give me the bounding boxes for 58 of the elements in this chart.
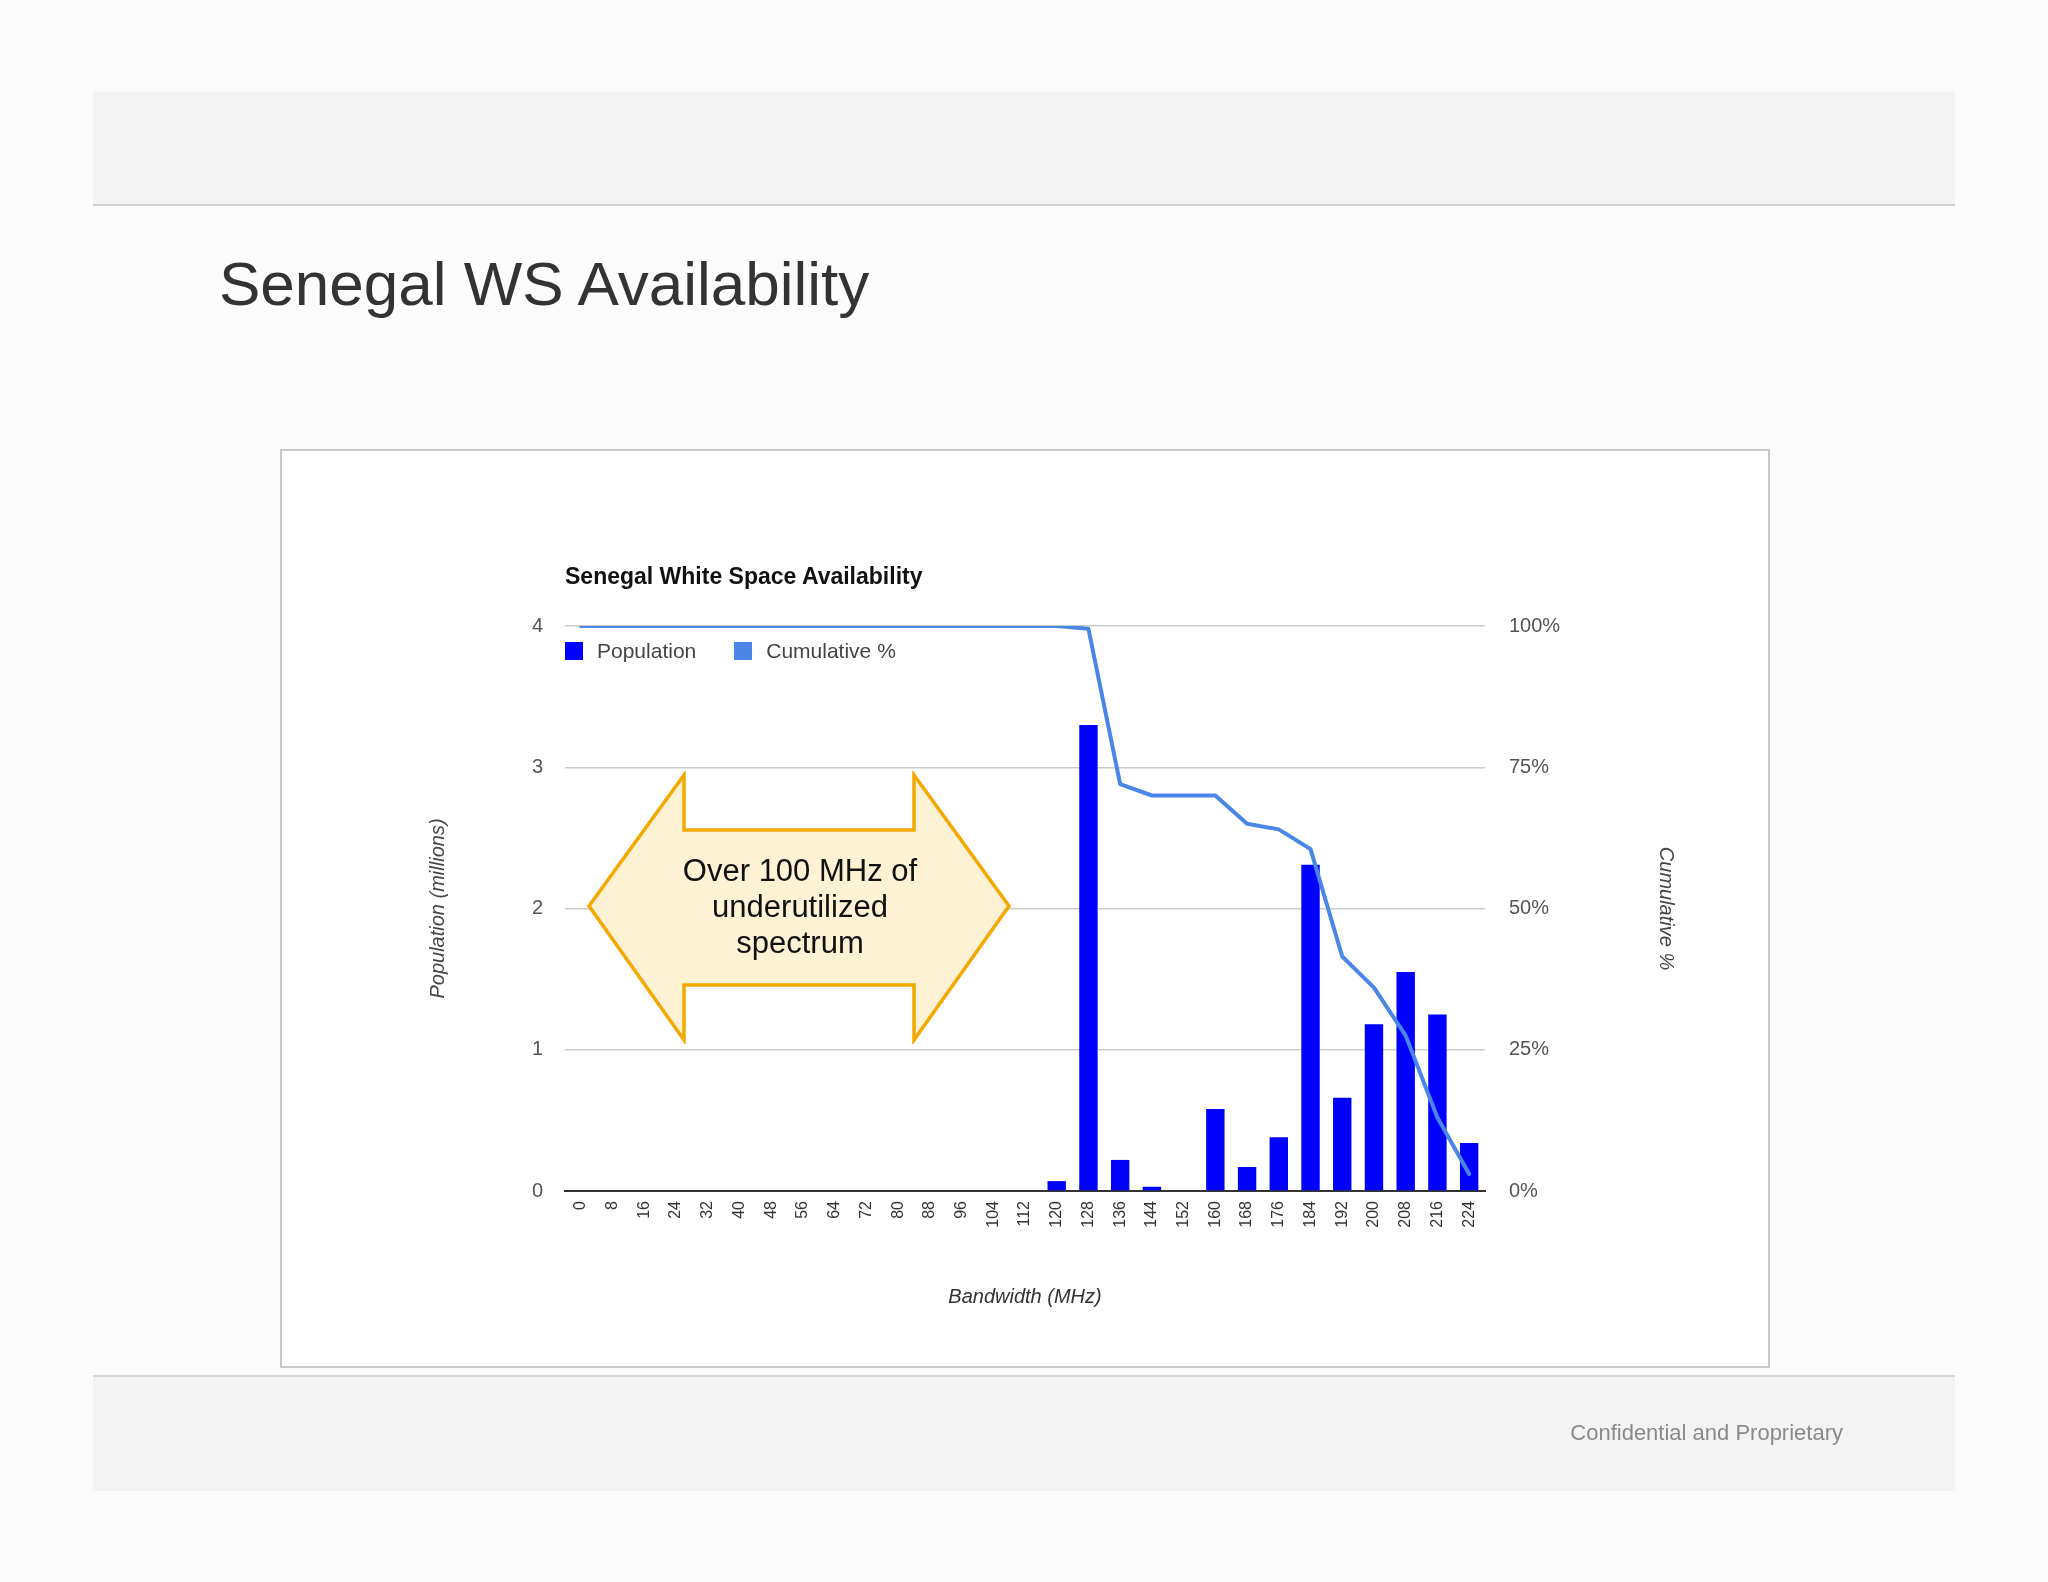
- x-tick-label: 32: [698, 1200, 716, 1219]
- y-tick-label: 1: [531, 1037, 543, 1060]
- x-tick-label: 160: [1205, 1200, 1223, 1228]
- x-tick-label: 200: [1364, 1200, 1382, 1228]
- x-tick-label: 96: [951, 1200, 969, 1219]
- bar: [1333, 1097, 1352, 1191]
- x-tick-label: 168: [1237, 1200, 1255, 1228]
- bar: [1301, 864, 1320, 1191]
- x-tick-label: 144: [1142, 1200, 1160, 1228]
- y2-tick-label: 50%: [1509, 896, 1550, 919]
- x-tick-label: 136: [1110, 1200, 1128, 1228]
- bar: [1079, 724, 1098, 1191]
- x-tick-label: 72: [856, 1200, 874, 1219]
- legend-label: Population: [597, 638, 697, 664]
- x-tick-label: 88: [920, 1200, 938, 1219]
- bar: [1047, 1181, 1066, 1191]
- chart-title: Senegal WS Availability: [219, 248, 870, 320]
- x-tick-label: 48: [761, 1200, 779, 1219]
- x-tick-label: 128: [1078, 1200, 1096, 1228]
- bar: [1428, 1014, 1447, 1191]
- x-tick-label: 80: [888, 1200, 906, 1219]
- x-tick-label: 120: [1047, 1200, 1065, 1228]
- x-tick-label: 24: [666, 1200, 684, 1219]
- x-tick-label: 208: [1396, 1200, 1414, 1228]
- x-tick-label: 176: [1269, 1200, 1287, 1228]
- x-tick-label: 216: [1427, 1200, 1445, 1228]
- x-tick-label: 0: [571, 1200, 589, 1210]
- y2-tick-label: 25%: [1509, 1037, 1550, 1060]
- y2-tick-label: 0%: [1509, 1178, 1539, 1201]
- x-tick-label: 224: [1459, 1200, 1477, 1228]
- y-tick-label: 2: [531, 896, 543, 919]
- annotation: Over 100 MHz of underutilized spectrum: [681, 853, 919, 961]
- bar: [1269, 1137, 1288, 1191]
- bar: [1364, 1024, 1384, 1191]
- legend-label: Cumulative %: [766, 638, 896, 664]
- bar: [1206, 1109, 1225, 1191]
- x-tick-label: 8: [602, 1200, 620, 1210]
- x-tick-label: 152: [1174, 1200, 1192, 1228]
- bar: [1237, 1166, 1257, 1191]
- x-tick-label: 56: [793, 1200, 811, 1219]
- x-tick-label: 16: [634, 1200, 652, 1219]
- bar: [1396, 972, 1415, 1191]
- y2-tick-label: 75%: [1509, 754, 1550, 777]
- x-tick-label: 40: [729, 1200, 747, 1219]
- y2-axis-title: Cumulative %: [1656, 846, 1679, 971]
- x-tick-label: 64: [825, 1200, 843, 1219]
- y-tick-label: 4: [531, 613, 543, 636]
- y-axis-title: Population (millions): [425, 818, 448, 999]
- x-axis-title: Bandwidth (MHz): [948, 1284, 1102, 1307]
- x-tick-label: 192: [1332, 1200, 1350, 1228]
- x-tick-label: 184: [1300, 1200, 1318, 1228]
- y-tick-label: 3: [531, 754, 543, 777]
- bar: [1110, 1159, 1130, 1191]
- y2-tick-label: 100%: [1509, 613, 1561, 636]
- text: Confidential and Proprietary: [1570, 1420, 1843, 1446]
- x-tick-label: 112: [1015, 1200, 1033, 1227]
- chart-subtitle: Senegal White Space Availability: [565, 562, 923, 590]
- x-tick-label: 104: [983, 1200, 1001, 1228]
